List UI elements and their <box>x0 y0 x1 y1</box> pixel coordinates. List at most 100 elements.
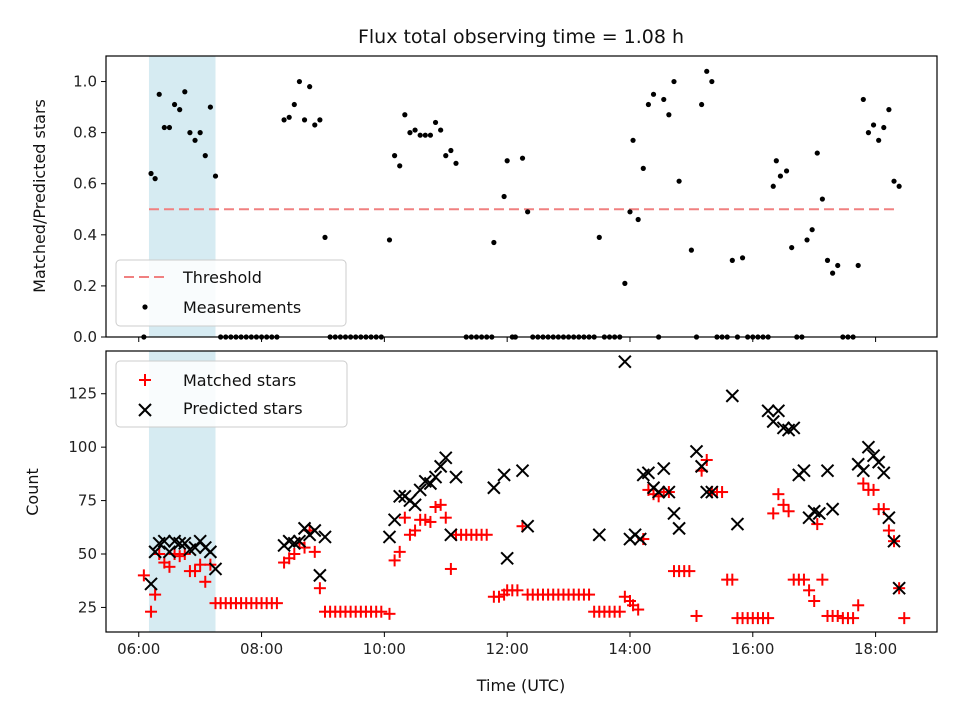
bottom-x-ticks: 06:00 08:00 10:00 12:00 14:00 16:00 18:00 <box>117 632 897 658</box>
measurement-point <box>417 132 423 138</box>
predicted-star-marker <box>667 506 681 521</box>
y-tick-label: 0.8 <box>73 124 97 142</box>
matched-star-marker <box>882 524 895 537</box>
measurement-point <box>824 257 831 263</box>
matched-star-marker <box>762 612 775 625</box>
measurement-point <box>397 163 403 169</box>
y-tick-label: 0.0 <box>73 328 97 346</box>
measurement-point <box>671 78 677 85</box>
measurement-point <box>704 68 710 74</box>
predicted-star-marker <box>408 498 422 512</box>
chart-title: Flux total observing time = 1.08 h <box>358 26 684 48</box>
predicted-star-marker <box>318 530 332 544</box>
matched-star-markers <box>137 453 911 625</box>
y-tick-label: 0.2 <box>73 277 97 295</box>
predicted-star-marker <box>592 528 606 542</box>
x-tick-label: 10:00 <box>363 640 406 658</box>
measurement-point <box>777 173 784 179</box>
measurement-point <box>860 96 866 103</box>
predicted-star-marker <box>705 485 719 499</box>
x-tick-label: 14:00 <box>608 640 651 658</box>
measurement-point <box>773 158 779 164</box>
matched-star-marker <box>847 612 860 625</box>
measurement-point <box>453 160 459 166</box>
measurement-point <box>630 137 636 143</box>
matched-star-marker <box>777 498 790 511</box>
matched-star-marker <box>163 560 176 573</box>
top-x-ticks <box>138 337 877 342</box>
bottom-y-ticks: 25 50 75 100 125 <box>68 385 106 616</box>
matched-star-marker <box>632 603 645 616</box>
matched-star-marker <box>173 550 186 563</box>
measurement-point <box>207 104 213 110</box>
measurement-point <box>783 168 790 174</box>
measurement-point <box>432 119 439 126</box>
predicted-star-marker <box>148 545 162 559</box>
measurement-point <box>152 176 158 182</box>
predicted-star-marker <box>313 568 327 583</box>
matched-star-marker <box>898 612 911 625</box>
predicted-star-marker <box>877 466 891 480</box>
measurement-point <box>422 132 428 138</box>
matched-star-marker <box>772 488 785 501</box>
predicted-star-marker <box>694 459 709 474</box>
predicted-star-marker <box>651 485 666 499</box>
x-tick-label: 18:00 <box>854 640 897 658</box>
predicted-star-marker <box>449 470 463 484</box>
measurement-point <box>504 158 510 164</box>
x-tick-label: 12:00 <box>486 640 529 658</box>
measurement-point <box>835 262 841 269</box>
measurement-point <box>301 117 308 123</box>
measurement-point <box>814 150 820 156</box>
matched-star-marker <box>424 515 437 528</box>
matched-star-marker <box>811 518 824 531</box>
measurement-point <box>709 78 715 85</box>
matched-star-marker <box>511 584 524 597</box>
y-tick-label: 100 <box>68 438 97 456</box>
predicted-star-marker <box>662 485 676 499</box>
predicted-star-marker <box>439 451 453 465</box>
measurement-point <box>519 155 526 161</box>
predicted-star-marker <box>444 528 458 542</box>
predicted-star-marker <box>725 389 740 403</box>
measurement-point <box>438 127 444 133</box>
measurement-point <box>855 262 861 269</box>
matched-star-marker <box>375 605 388 618</box>
measurement-point <box>197 130 203 136</box>
predicted-star-marker <box>208 562 223 576</box>
measurement-point <box>830 270 836 276</box>
matched-star-marker <box>137 569 150 582</box>
matched-star-marker <box>683 565 696 578</box>
matched-star-marker <box>270 597 283 610</box>
measurement-point <box>317 117 323 123</box>
matched-star-marker <box>383 607 396 620</box>
matched-star-marker <box>808 595 821 608</box>
measurement-point <box>286 114 292 120</box>
measurement-point <box>729 257 735 263</box>
measurement-point <box>676 178 682 184</box>
measurement-point <box>819 196 825 202</box>
legend-matched-label: Matched stars <box>183 371 296 390</box>
measurement-point <box>202 153 208 159</box>
matched-star-marker <box>583 588 596 601</box>
measurement-point <box>645 101 652 108</box>
predicted-star-marker <box>144 577 158 591</box>
matched-star-marker <box>149 588 162 601</box>
matched-star-marker <box>288 548 301 561</box>
predicted-star-marker <box>393 489 407 504</box>
measurement-point <box>171 101 178 108</box>
predicted-star-marker <box>203 545 218 559</box>
y-tick-label: 0.6 <box>73 175 97 193</box>
measurement-point <box>391 153 398 159</box>
predicted-star-marker <box>162 545 177 559</box>
predicted-star-marker <box>500 551 514 565</box>
predicted-star-markers <box>144 354 906 595</box>
top-legend-box <box>115 259 347 327</box>
measurement-point <box>187 130 193 136</box>
bottom-panel: 25 50 75 100 125 06:00 08:00 10:00 12:00 14:00 16… <box>23 350 938 695</box>
matched-star-marker <box>480 528 493 541</box>
predicted-star-marker <box>871 455 886 469</box>
measurement-point <box>148 170 154 177</box>
matched-star-marker <box>439 511 452 524</box>
predicted-star-marker <box>308 523 322 538</box>
